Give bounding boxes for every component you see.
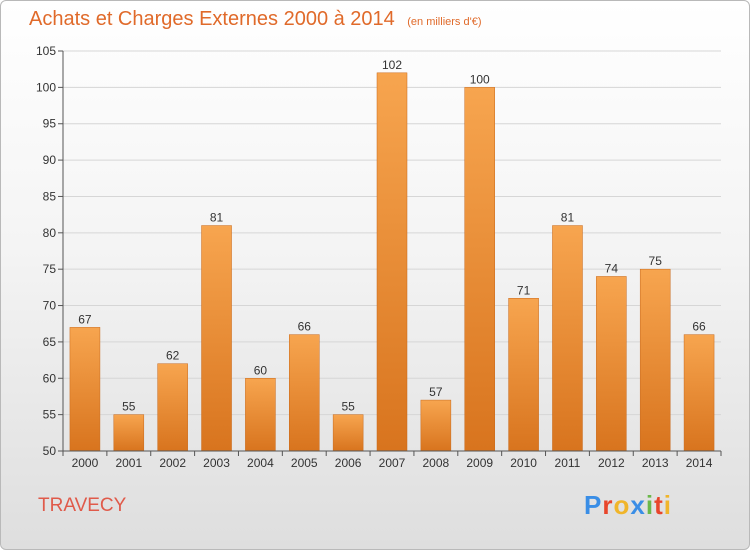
y-tick-label: 85 <box>43 189 57 203</box>
y-tick-label: 65 <box>43 335 57 349</box>
x-tick-label: 2006 <box>335 456 362 470</box>
axes: 50 55 60 65 70 75 80 85 90 95 100 105 2000 2001 2002 20… <box>36 44 722 470</box>
data-labels: 67 55 62 81 60 66 55 102 57 100 71 81 74 75 66 <box>78 58 706 414</box>
data-label: 66 <box>692 320 706 334</box>
logo-letter: i <box>663 490 672 520</box>
x-tick-label: 2014 <box>686 456 713 470</box>
bar <box>289 334 320 452</box>
data-label: 62 <box>166 349 180 363</box>
y-tick-label: 100 <box>36 80 56 94</box>
bar <box>332 414 364 452</box>
y-tick-label: 105 <box>36 44 56 58</box>
bar <box>596 276 627 452</box>
x-tick-label: 2002 <box>159 456 186 470</box>
data-label: 74 <box>605 261 619 275</box>
x-tick-label: 2005 <box>291 456 318 470</box>
bar <box>639 268 671 452</box>
data-label: 55 <box>341 400 355 414</box>
x-tick-label: 2000 <box>72 456 99 470</box>
x-tick-label: 2004 <box>247 456 274 470</box>
proxiti-logo[interactable]: Proxiti <box>584 490 672 521</box>
y-tick-label: 50 <box>43 444 57 458</box>
logo-letter: x <box>630 490 646 520</box>
x-tick-label: 2001 <box>115 456 142 470</box>
y-tick-label: 70 <box>43 299 57 313</box>
data-label: 67 <box>78 312 92 326</box>
data-label: 57 <box>429 385 443 399</box>
data-label: 71 <box>517 283 531 297</box>
logo-letter: t <box>654 490 664 520</box>
bar <box>420 399 452 452</box>
data-label: 100 <box>470 72 490 86</box>
data-label: 66 <box>298 320 312 334</box>
data-label: 102 <box>382 58 402 72</box>
x-tick-label: 2010 <box>510 456 537 470</box>
bar <box>552 225 583 452</box>
x-tick-label: 2013 <box>642 456 669 470</box>
logo-letter: r <box>602 490 614 520</box>
y-tick-label: 75 <box>43 262 57 276</box>
bar <box>157 363 188 452</box>
x-tick-label: 2011 <box>555 456 581 470</box>
bar <box>113 414 145 452</box>
logo-letter: o <box>613 490 631 520</box>
y-tick-label: 60 <box>43 371 57 385</box>
bar <box>69 327 101 452</box>
logo-letter: P <box>584 490 603 520</box>
chart-header: Achats et Charges Externes 2000 à 2014 (… <box>29 8 481 31</box>
chart-title: Achats et Charges Externes 2000 à 2014 <box>29 8 395 30</box>
data-label: 81 <box>210 211 224 225</box>
data-label: 60 <box>254 363 268 377</box>
x-tick-label: 2012 <box>598 456 625 470</box>
y-tick-label: 55 <box>43 408 57 422</box>
data-label: 55 <box>122 400 136 414</box>
x-tick-label: 2003 <box>203 456 230 470</box>
town-name: TRAVECY <box>38 495 127 516</box>
chart-subtitle: (en milliers d'€) <box>407 16 482 28</box>
y-tick-label: 80 <box>43 226 57 240</box>
data-label: 75 <box>649 254 663 268</box>
y-tick-label: 90 <box>43 153 57 167</box>
bar <box>245 378 276 452</box>
bar <box>683 334 715 452</box>
bar <box>508 298 539 452</box>
bar <box>201 225 232 452</box>
x-tick-label: 2008 <box>423 456 450 470</box>
bars <box>69 72 715 452</box>
x-tick-label: 2007 <box>379 456 406 470</box>
bar <box>376 72 408 452</box>
x-tick-label: 2009 <box>466 456 493 470</box>
logo-letter: i <box>645 490 655 520</box>
y-tick-label: 95 <box>43 117 57 131</box>
bar <box>464 87 495 452</box>
data-label: 81 <box>561 211 575 225</box>
